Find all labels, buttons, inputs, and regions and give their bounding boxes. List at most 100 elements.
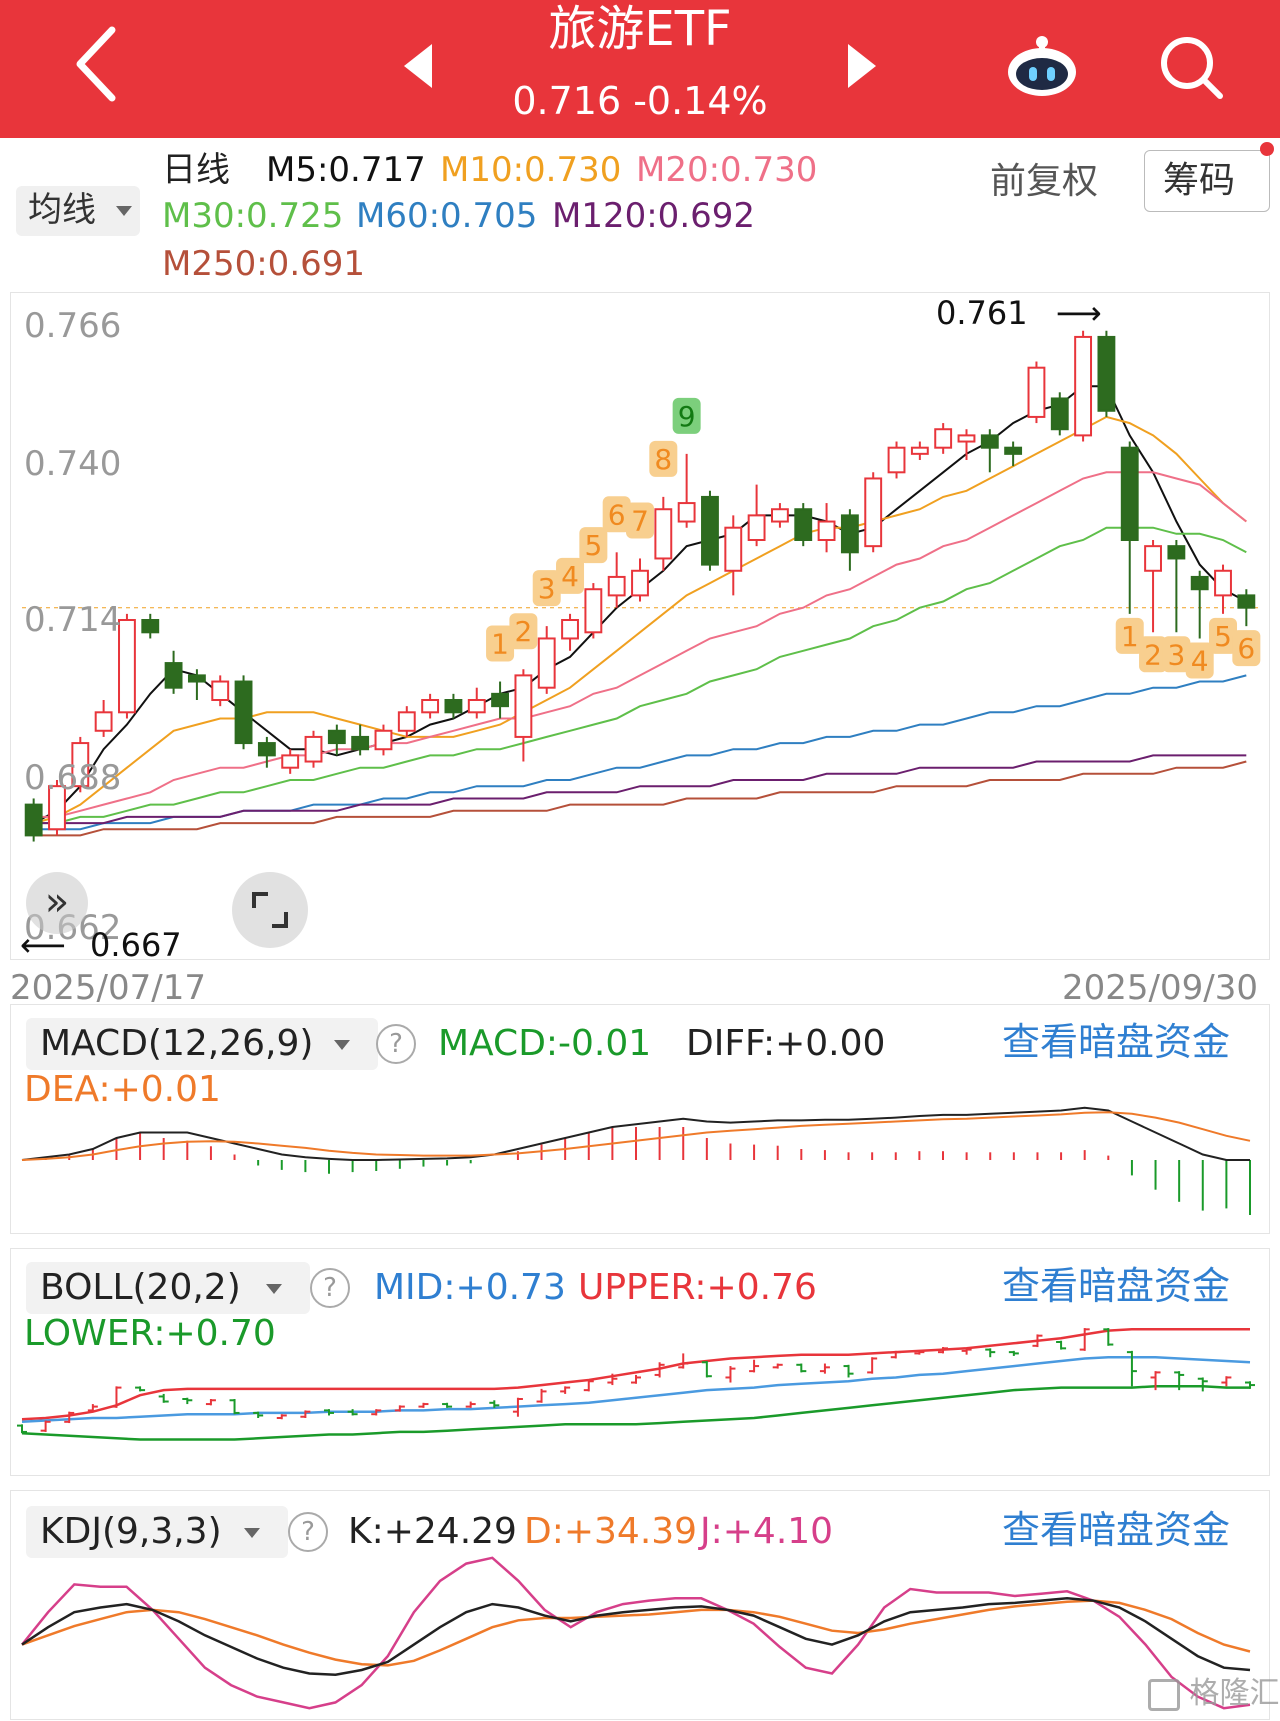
kdj-k-line — [21, 1597, 1251, 1676]
boll-upper-line — [21, 1328, 1250, 1421]
triangle-right-icon[interactable] — [848, 44, 876, 88]
candle-body — [561, 619, 579, 640]
candle-body — [514, 674, 533, 738]
td-count-label: 3 — [538, 572, 556, 605]
candle-body — [654, 508, 673, 560]
kdj-panel — [10, 1490, 1270, 1720]
candle-body — [770, 508, 789, 523]
candle-body — [1074, 335, 1093, 437]
boll-mid-value: MID:+0.73 — [374, 1267, 566, 1308]
indicator-selector[interactable]: 均线 — [16, 186, 140, 236]
candle-body — [234, 680, 253, 745]
candle-body — [1144, 545, 1162, 572]
triangle-left-icon[interactable] — [404, 44, 432, 88]
candle-body — [957, 434, 976, 443]
notification-dot — [1260, 142, 1274, 156]
td-count-label: 6 — [608, 498, 626, 531]
ma250-value: M250:0.691 — [162, 244, 366, 284]
caret-down-icon — [116, 206, 132, 216]
td-count-label: 2 — [1144, 638, 1162, 671]
adjust-label[interactable]: 前复权 — [990, 161, 1099, 202]
candle-body — [817, 520, 836, 542]
question-circle-icon[interactable]: ? — [310, 1268, 350, 1308]
boll-lower-line — [21, 1385, 1250, 1441]
candle-body — [701, 495, 719, 566]
kdj-selector[interactable]: KDJ(9,3,3) — [26, 1506, 288, 1558]
candle-body — [887, 446, 906, 474]
fullscreen-button[interactable] — [232, 872, 308, 948]
macd-selector[interactable]: MACD(12,26,9) — [26, 1018, 378, 1070]
candle-body — [1167, 545, 1186, 560]
candle-body — [980, 434, 999, 449]
ma-line-m30 — [33, 526, 1247, 825]
dea-value: DEA:+0.01 — [24, 1069, 221, 1110]
dark-pool-link[interactable]: 查看暗盘资金 — [1002, 1508, 1231, 1552]
ma-line-m120 — [33, 754, 1247, 825]
robot-assistant-icon[interactable] — [1004, 32, 1080, 98]
period-label: 日线 — [162, 150, 230, 190]
candle-body — [934, 428, 953, 449]
high-annotation: 0.761 ⟶ — [936, 294, 1102, 332]
td-count-label: 6 — [1237, 632, 1255, 665]
candle-body — [677, 502, 696, 523]
td-badge — [1115, 617, 1144, 654]
candle-body — [48, 785, 66, 831]
candle-body — [1027, 366, 1046, 418]
ma-line-m250 — [33, 760, 1247, 837]
td-count-label: 1 — [1121, 620, 1139, 653]
td-badge — [579, 527, 608, 564]
candle-body — [491, 692, 510, 708]
ma-line-m20 — [33, 471, 1247, 818]
dark-pool-link[interactable]: 查看暗盘资金 — [1002, 1020, 1231, 1064]
chevron-left-icon[interactable] — [72, 24, 122, 104]
question-circle-icon[interactable]: ? — [376, 1024, 416, 1064]
expand-left-button[interactable]: » — [26, 872, 88, 934]
candle-body — [840, 514, 859, 554]
td-badge — [672, 397, 701, 434]
td-count-label: 5 — [1214, 620, 1232, 653]
ma10-value: M10:0.730 — [440, 150, 622, 190]
dark-pool-link[interactable]: 查看暗盘资金 — [1002, 1264, 1231, 1308]
candle-body — [304, 735, 323, 763]
candle-body — [24, 803, 43, 837]
end-date: 2025/09/30 — [1062, 968, 1258, 1008]
start-date: 2025/07/17 — [10, 968, 206, 1008]
td-count-label: 8 — [654, 443, 672, 476]
candle-body — [537, 637, 556, 689]
kdj-selector-label: KDJ(9,3,3) — [40, 1511, 222, 1552]
candle-body — [724, 526, 743, 572]
chips-button-label: 筹码 — [1163, 160, 1236, 201]
td-badge — [1185, 642, 1214, 679]
candle-body — [1004, 446, 1023, 455]
macd-panel — [10, 1004, 1270, 1234]
candle-body — [141, 619, 160, 634]
candle-body — [397, 711, 416, 732]
question-circle-icon[interactable]: ? — [288, 1512, 328, 1552]
candle-body — [211, 680, 230, 701]
candle-body — [94, 711, 113, 732]
td-badge — [532, 570, 561, 607]
arrow-right-icon: ⟶ — [1055, 294, 1102, 332]
kdj-chart — [21, 1556, 1251, 1710]
td-count-label: 3 — [1167, 638, 1185, 671]
macd-chart — [21, 1106, 1251, 1215]
ma60-value: M60:0.705 — [356, 196, 538, 236]
td-count-label: 4 — [561, 560, 579, 593]
search-icon[interactable] — [1158, 34, 1224, 100]
low-annotation: ⟵ 0.667 — [20, 926, 182, 964]
candle-body — [467, 699, 486, 714]
candle-body — [118, 619, 136, 714]
boll-lower-value: LOWER:+0.70 — [24, 1313, 276, 1354]
td-badge — [626, 502, 654, 539]
candlestick-panel — [10, 292, 1270, 960]
candle-body — [71, 742, 90, 788]
candle-body — [1214, 569, 1232, 597]
diff-value: DIFF:+0.00 — [686, 1023, 886, 1064]
current-price: 0.716 — [512, 79, 622, 123]
chips-button[interactable]: 筹码 — [1144, 150, 1270, 212]
low-label: 0.667 — [90, 926, 182, 964]
y-tick-2: 0.714 — [24, 600, 122, 640]
candle-body — [281, 754, 300, 769]
td-badge — [486, 625, 515, 662]
boll-selector[interactable]: BOLL(20,2) — [26, 1262, 310, 1314]
